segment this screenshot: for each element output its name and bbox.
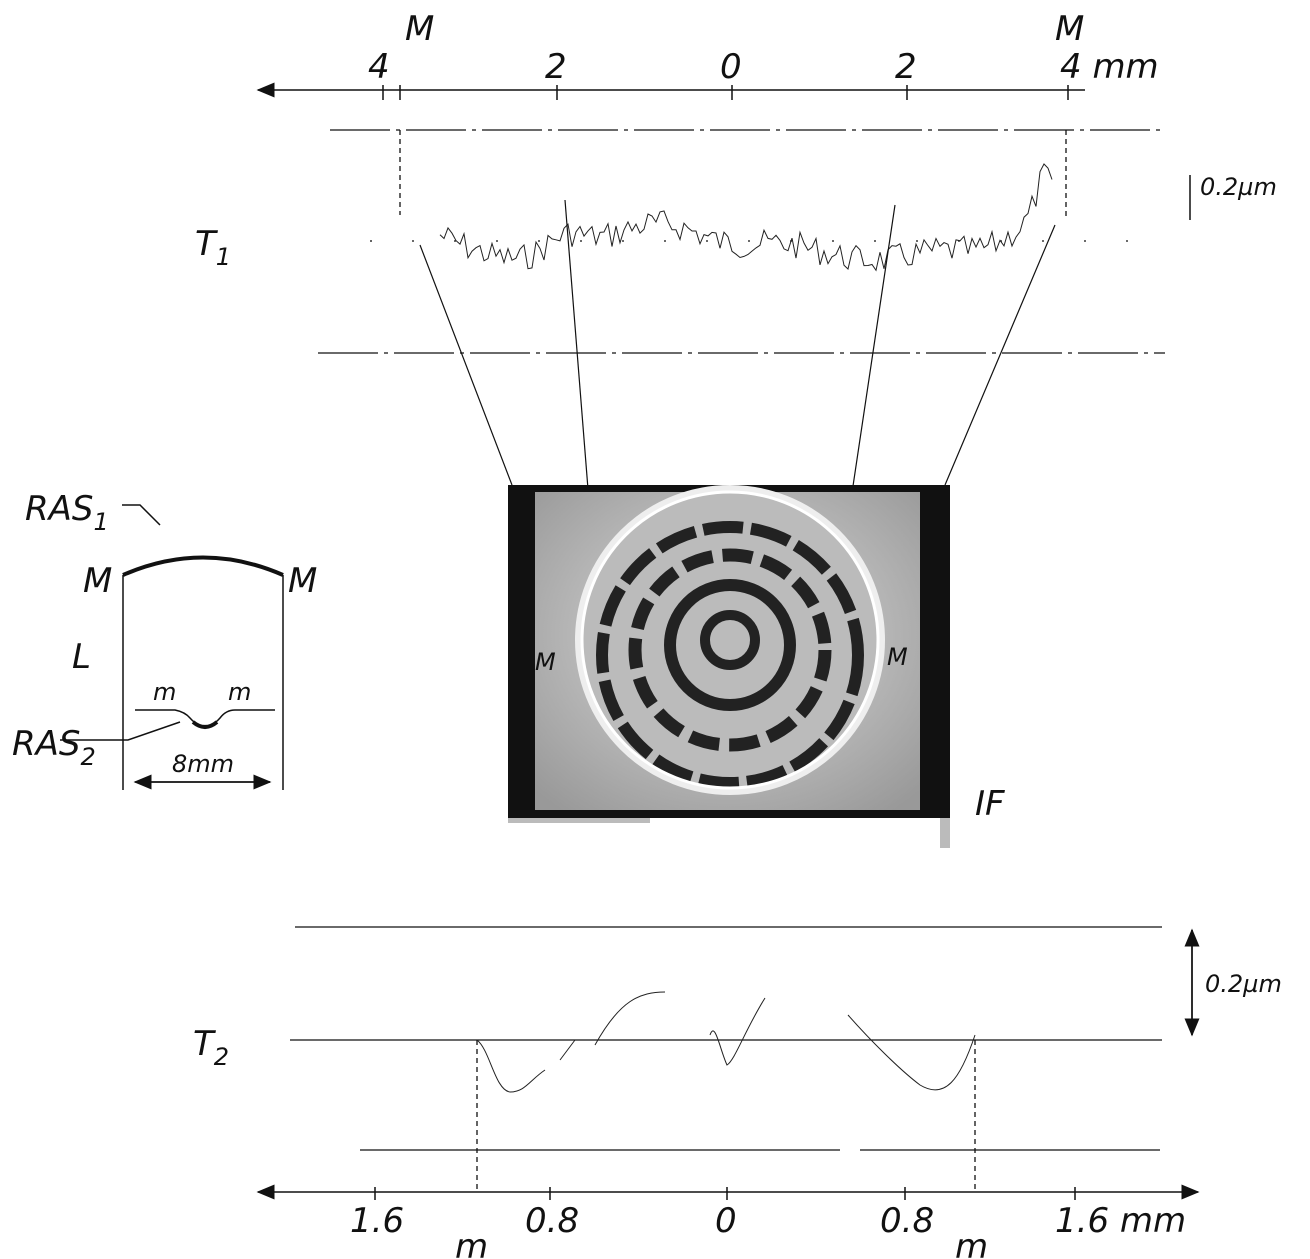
tick-label: 0 — [720, 47, 742, 87]
subscript: 2 — [80, 743, 95, 771]
profile-label: T2 — [193, 1024, 229, 1071]
top-ticks — [383, 85, 1068, 100]
bottom-ticks — [375, 1187, 1075, 1200]
label: T — [195, 224, 218, 264]
photo-marker: M — [887, 643, 908, 671]
scale-label: 0.2µm — [1205, 970, 1282, 998]
inner-marker: m — [153, 678, 176, 706]
profile-trace — [440, 164, 1052, 270]
profile-trace — [477, 992, 975, 1092]
tick-label: 0.8 — [525, 1201, 579, 1241]
photo-edge — [508, 818, 650, 823]
tick-label: 4 — [368, 47, 390, 87]
label: T — [193, 1024, 216, 1064]
edge-marker: M — [288, 561, 317, 601]
surface-label: RAS1 — [25, 489, 109, 536]
scale-label: 0.2µm — [1200, 173, 1277, 201]
tick-label: 1.6 mm — [1055, 1201, 1186, 1241]
tick-label: 0.8 — [880, 1201, 934, 1241]
inner-marker: m — [228, 678, 251, 706]
figure: M M 4 2 0 2 4 mm 0.2µm T1 M M IF RAS1 M … — [0, 0, 1310, 1259]
subscript: 1 — [216, 243, 231, 271]
edge-marker: M — [83, 561, 112, 601]
label: RAS — [12, 724, 80, 764]
tick-label: 1.6 — [350, 1201, 404, 1241]
edge-marker: m — [455, 1227, 488, 1259]
subscript: 1 — [93, 508, 108, 536]
tick-label: 4 mm — [1060, 47, 1159, 87]
surface-label: RAS2 — [12, 724, 96, 771]
edge-marker: M — [1055, 9, 1084, 49]
body-label: L — [72, 637, 91, 677]
edge-marker: m — [955, 1227, 988, 1259]
interferogram — [508, 485, 950, 818]
photo-edge — [940, 818, 950, 848]
tick-label: 2 — [545, 47, 567, 87]
profile-label: T1 — [195, 224, 231, 271]
edge-marker: M — [405, 9, 434, 49]
subscript: 2 — [214, 1043, 229, 1071]
label: RAS — [25, 489, 93, 529]
photo-label: IF — [975, 784, 1005, 824]
width-label: 8mm — [172, 750, 234, 778]
tick-label: 2 — [895, 47, 917, 87]
tick-label: 0 — [715, 1201, 737, 1241]
photo-marker: M — [535, 648, 556, 676]
